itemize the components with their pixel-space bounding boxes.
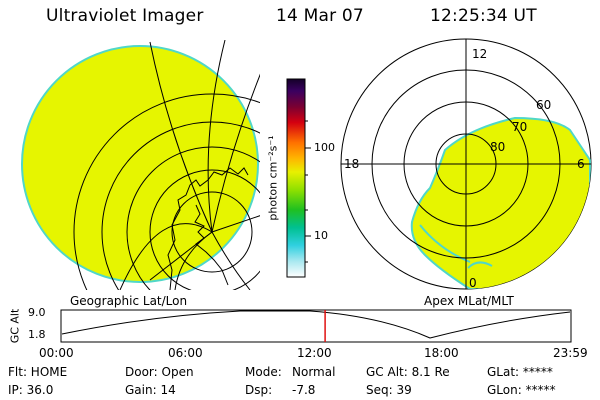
mlat-label-80: 80 bbox=[490, 140, 506, 154]
mlat-label-70: 70 bbox=[512, 120, 528, 134]
lat-lon-grid bbox=[73, 40, 260, 290]
altitude-frame bbox=[60, 309, 572, 343]
status-seq: Seq: 39 bbox=[366, 383, 412, 397]
colorbar-unit-label: photon cm⁻²s⁻¹ bbox=[266, 135, 280, 221]
status-dsp-value: -7.8 bbox=[292, 383, 316, 397]
mlt-label-18: 18 bbox=[344, 157, 360, 171]
status-glon: GLon: ***** bbox=[487, 383, 556, 397]
mlt-label-0: 0 bbox=[469, 276, 477, 290]
status-dsp-label: Dsp: bbox=[245, 383, 273, 397]
colorbar-tick-100: 100 bbox=[314, 141, 335, 154]
altitude-y-tick-high: 9.0 bbox=[28, 306, 46, 319]
status-door: Door: Open bbox=[125, 365, 194, 379]
mlat-label-60: 60 bbox=[536, 98, 552, 112]
colorbar-tick-10: 10 bbox=[314, 229, 328, 242]
altitude-x-tick: 00:00 bbox=[39, 346, 74, 360]
mlt-label-6: 6 bbox=[577, 157, 585, 171]
earth-disk bbox=[21, 45, 259, 283]
color-scale bbox=[286, 78, 306, 278]
altitude-y-label: GC Alt bbox=[8, 308, 22, 344]
mlt-label-12: 12 bbox=[472, 47, 488, 61]
image-time: 12:25:34 UT bbox=[430, 6, 537, 26]
altitude-x-tick: 23:59 bbox=[553, 346, 588, 360]
status-ip: IP: 36.0 bbox=[8, 383, 54, 397]
right-panel-label: Apex MLat/MLT bbox=[424, 294, 514, 308]
left-panel-label: Geographic Lat/Lon bbox=[70, 294, 188, 308]
altitude-y-tick-low: 1.8 bbox=[28, 328, 46, 341]
status-gain: Gain: 14 bbox=[125, 383, 176, 397]
geographic-image bbox=[21, 40, 260, 291]
oval-edge-detail bbox=[419, 224, 493, 269]
altitude-x-tick: 12:00 bbox=[297, 346, 332, 360]
color-bar bbox=[286, 78, 311, 278]
altitude-curve bbox=[61, 310, 571, 339]
image-date: 14 Mar 07 bbox=[276, 6, 364, 26]
altitude-x-tick: 06:00 bbox=[168, 346, 203, 360]
instrument-title: Ultraviolet Imager bbox=[46, 6, 204, 26]
status-mode-value: Normal bbox=[292, 365, 336, 379]
status-glat: GLat: ***** bbox=[487, 365, 553, 379]
polar-grid bbox=[341, 39, 591, 289]
altitude-x-tick: 18:00 bbox=[424, 346, 459, 360]
auroral-oval bbox=[410, 116, 591, 289]
status-flight: Flt: HOME bbox=[8, 365, 68, 379]
status-gc-alt: GC Alt: 8.1 Re bbox=[366, 365, 450, 379]
status-mode-label: Mode: bbox=[245, 365, 282, 379]
coastline bbox=[167, 167, 249, 291]
altitude-plot bbox=[60, 309, 572, 343]
polar-plot bbox=[340, 38, 592, 290]
